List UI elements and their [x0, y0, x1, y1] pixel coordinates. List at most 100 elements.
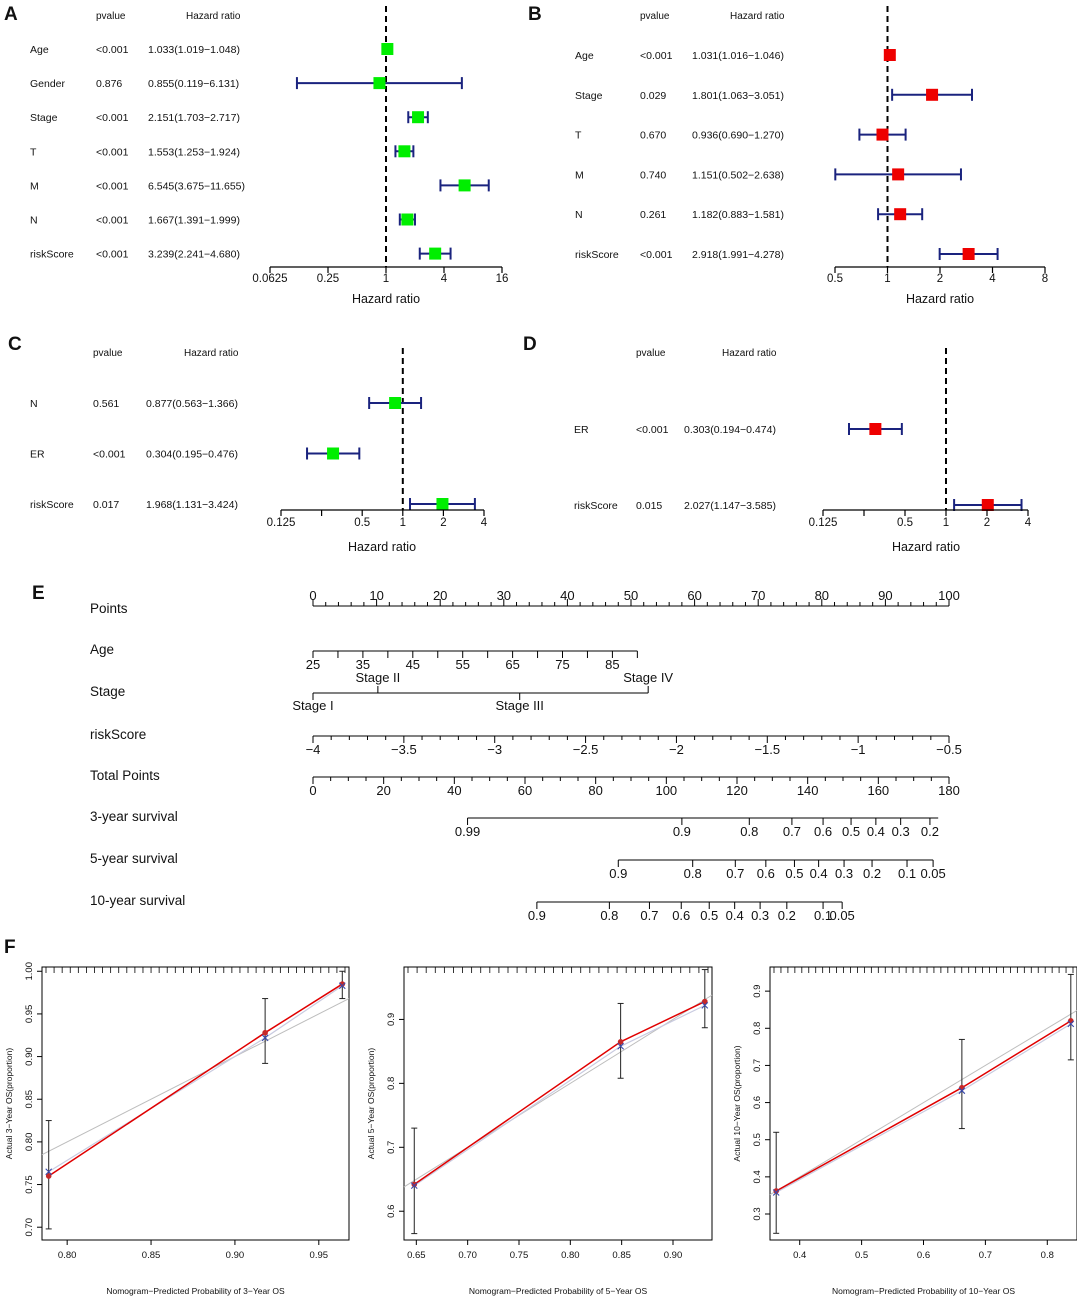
- nomogram-row-label: Stage: [90, 684, 125, 699]
- y-tick-label: 0.70: [24, 1218, 35, 1237]
- nomogram-category-label: Stage III: [495, 698, 543, 713]
- hr-marker: [894, 208, 907, 221]
- hr-marker: [876, 128, 889, 141]
- nomogram-tick-label: −2: [669, 742, 684, 757]
- nomogram-tick-label: 180: [938, 783, 960, 798]
- nomogram-tick-label: 0.8: [740, 824, 758, 839]
- x-tick-label: 4: [989, 273, 996, 285]
- nomogram-tick-label: −2.5: [573, 742, 599, 757]
- nomogram-tick-label: 0.8: [684, 866, 702, 881]
- nomogram-tick-label: 0.1: [814, 908, 832, 923]
- y-axis-title: Actual 3−Year OS(proportion): [4, 1048, 14, 1160]
- y-tick-label: 0.7: [752, 1059, 763, 1072]
- nomogram-tick-label: 0.3: [892, 824, 910, 839]
- row-pvalue: 0.261: [640, 209, 666, 221]
- row-label: M: [575, 169, 584, 181]
- panel-letter-c: C: [8, 334, 22, 355]
- row-hazard-ratio-text: 0.304(0.195−0.476): [146, 449, 238, 461]
- corrected-point-marker: [701, 1001, 709, 1009]
- nomogram-tick-label: 0.1: [898, 866, 916, 881]
- x-tick-label: 0.85: [142, 1250, 161, 1261]
- hr-marker: [401, 213, 414, 226]
- hr-marker: [429, 247, 442, 260]
- y-tick-label: 0.95: [24, 1005, 35, 1024]
- nomogram-tick-label: 0.99: [455, 824, 480, 839]
- x-tick-label: 16: [496, 273, 509, 285]
- observed-point: [702, 998, 708, 1005]
- nomogram-tick-label: 0.9: [673, 824, 691, 839]
- nomogram-tick-label: 80: [815, 588, 829, 603]
- nomogram-tick-label: −3: [487, 742, 502, 757]
- forest-plot-b: pvalue Hazard ratio Age <0.001 1.031(1.016−1…: [575, 6, 1048, 306]
- row-hazard-ratio-text: 1.031(1.016−1.046): [692, 50, 784, 62]
- x-axis-title: Nomogram−Predicted Probability of 5−Year…: [469, 1286, 648, 1296]
- row-label: ER: [574, 424, 589, 436]
- observed-point: [339, 981, 346, 987]
- row-label: Gender: [30, 78, 66, 90]
- row-label: Stage: [575, 90, 603, 102]
- y-tick-label: 0.8: [752, 1022, 763, 1035]
- x-tick-label: 0.90: [664, 1250, 683, 1261]
- ideal-line: [769, 1010, 1077, 1196]
- row-label: N: [30, 215, 38, 227]
- nomogram-tick-label: 100: [938, 588, 960, 603]
- row-hazard-ratio-text: 0.936(0.690−1.270): [692, 130, 784, 142]
- x-tick-label: 0.5: [827, 273, 843, 285]
- hr-marker: [869, 423, 882, 435]
- y-tick-label: 0.8: [386, 1077, 397, 1090]
- row-pvalue: <0.001: [96, 215, 129, 227]
- x-axis-title: Hazard ratio: [906, 292, 974, 306]
- x-tick-label: 0.80: [58, 1250, 77, 1261]
- nomogram-row-label: Points: [90, 601, 128, 616]
- nomogram-tick-label: 120: [726, 783, 748, 798]
- x-tick-label: 8: [1042, 273, 1048, 285]
- observed-point: [411, 1181, 418, 1188]
- plot-frame: [41, 966, 350, 1241]
- observed-point: [617, 1039, 624, 1045]
- nomogram-tick-label: 0.7: [726, 866, 744, 881]
- row-label: ER: [30, 449, 45, 461]
- nomogram-tick-label: 0.05: [829, 908, 854, 923]
- panel-letter-b: B: [528, 4, 542, 25]
- nomogram-row-label: riskScore: [90, 727, 146, 742]
- x-tick-label: 4: [1025, 517, 1032, 529]
- observed-point: [1068, 1018, 1074, 1024]
- row-label: riskScore: [574, 500, 618, 512]
- x-tick-label: 1: [383, 273, 389, 285]
- y-tick-label: 0.3: [752, 1207, 763, 1220]
- x-tick-label: 0.8: [1041, 1250, 1054, 1261]
- y-axis-title: Actual 5−Year OS(proportion): [366, 1048, 376, 1160]
- x-tick-label: 4: [441, 273, 448, 285]
- x-tick-label: 0.75: [510, 1250, 529, 1261]
- row-hazard-ratio-text: 0.855(0.119−6.131): [148, 78, 239, 90]
- x-tick-label: 0.125: [267, 517, 296, 529]
- x-tick-label: 1: [400, 517, 406, 529]
- nomogram-tick-label: 0.6: [672, 908, 690, 923]
- y-tick-label: 0.85: [24, 1090, 35, 1109]
- x-tick-label: 0.95: [310, 1250, 329, 1261]
- nomogram-tick-label: 0.3: [751, 908, 769, 923]
- x-axis-title: Nomogram−Predicted Probability of 10−Yea…: [832, 1286, 1015, 1296]
- header-pvalue: pvalue: [640, 11, 670, 22]
- observed-point: [959, 1084, 965, 1091]
- panel-letter-e: E: [32, 583, 45, 604]
- x-tick-label: 2: [984, 517, 990, 529]
- hr-marker: [412, 111, 425, 124]
- hr-marker: [373, 77, 386, 90]
- nomogram-tick-label: 0.6: [757, 866, 775, 881]
- nomogram-row-label: 3-year survival: [90, 809, 178, 824]
- nomogram-tick-label: 20: [433, 588, 447, 603]
- x-tick-label: 0.80: [561, 1250, 580, 1261]
- hr-marker: [458, 179, 471, 192]
- nomogram-tick-label: −3.5: [391, 742, 417, 757]
- nomogram-tick-label: 85: [605, 657, 619, 672]
- y-tick-label: 0.75: [24, 1175, 35, 1194]
- row-hazard-ratio-text: 2.027(1.147−3.585): [684, 500, 776, 512]
- hr-marker: [389, 397, 402, 409]
- row-pvalue: <0.001: [96, 112, 129, 124]
- row-label: riskScore: [575, 249, 619, 261]
- row-hazard-ratio-text: 0.877(0.563−1.366): [146, 398, 238, 410]
- x-tick-label: 0.5: [897, 517, 913, 529]
- nomogram-tick-label: 0.5: [842, 824, 860, 839]
- row-pvalue: <0.001: [96, 180, 129, 192]
